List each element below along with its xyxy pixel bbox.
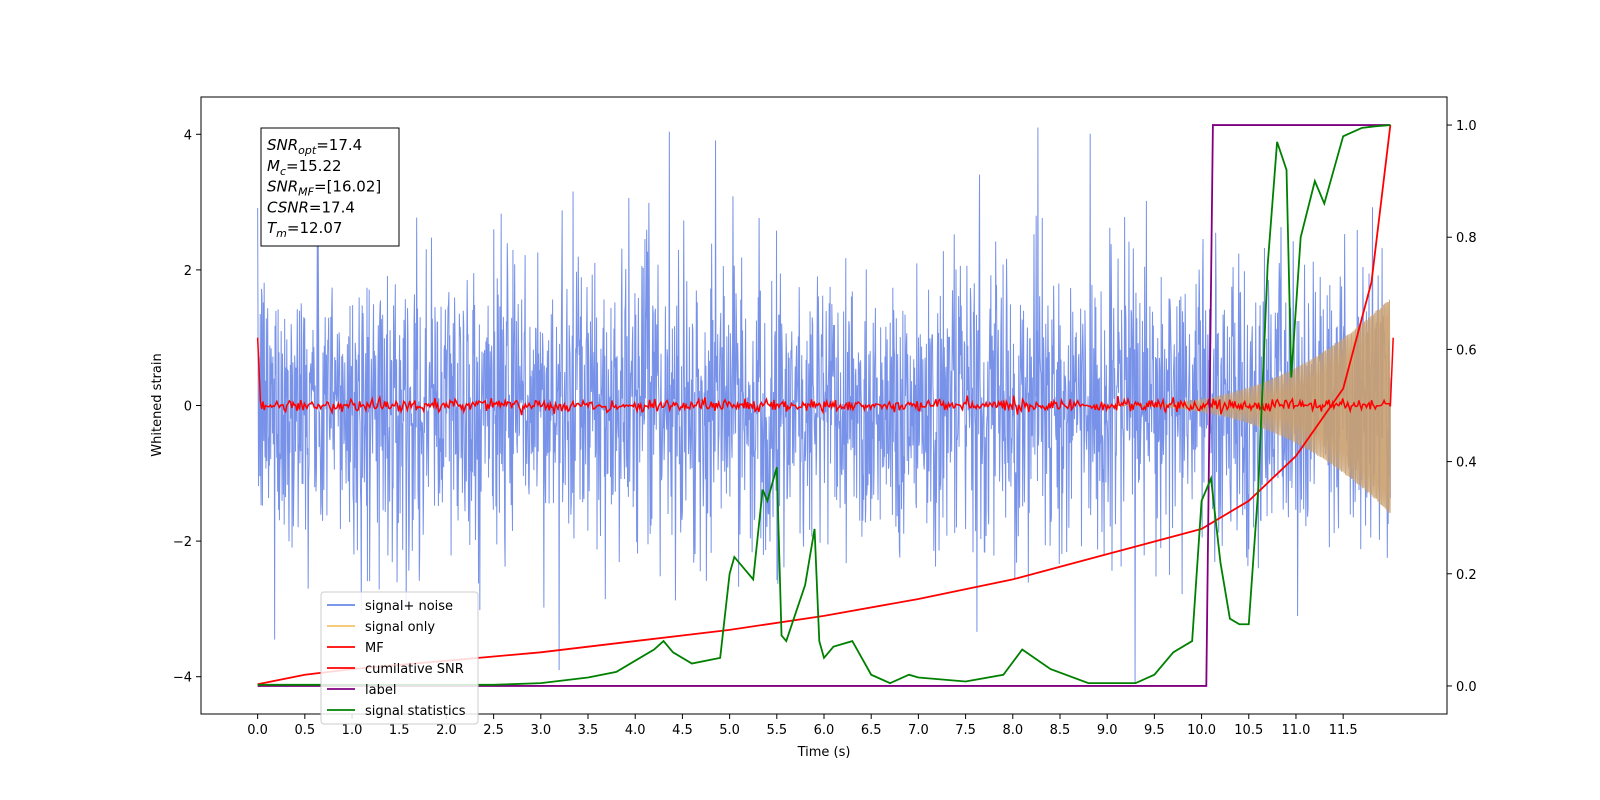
annotation-line: Mc=15.22	[267, 157, 342, 178]
y-left-tick-label: 0	[184, 400, 192, 415]
stats-annotation-box: SNRopt=17.4Mc=15.22SNRMF=[16.02]CSNR=17.…	[260, 127, 400, 247]
legend-label-signal-noise: signal+ noise	[365, 599, 453, 614]
x-tick-label: 3.5	[578, 723, 599, 738]
y-axis-label: Whitened strain	[150, 353, 165, 456]
legend-frame	[320, 591, 479, 725]
x-tick-label: 4.0	[625, 723, 646, 738]
y-right-tick-label: 1.0	[1456, 119, 1477, 134]
y-left-tick-label: 4	[184, 128, 192, 143]
y-right-tick-label: 0.8	[1456, 231, 1477, 246]
y-right-tick-label: 0.0	[1456, 680, 1477, 695]
x-tick-label: 11.0	[1281, 723, 1310, 738]
x-tick-label: 2.5	[483, 723, 504, 738]
x-tick-label: 0.0	[247, 723, 268, 738]
x-tick-label: 1.5	[389, 723, 410, 738]
x-tick-label: 10.5	[1234, 723, 1263, 738]
annotation-box-frame	[260, 127, 400, 247]
annotation-line: SNRopt=17.4	[267, 136, 362, 157]
legend-label-mf: MF	[365, 641, 384, 656]
x-tick-label: 9.5	[1144, 723, 1165, 738]
x-tick-label: 10.0	[1187, 723, 1216, 738]
y-left-tick-label: −2	[173, 535, 192, 550]
y-right-tick-label: 0.2	[1456, 568, 1477, 583]
legend-label-cumilative-snr: cumilative SNR	[365, 662, 464, 677]
x-tick-label: 2.0	[436, 723, 457, 738]
series-mf	[256, 337, 1394, 416]
y-left-tick-label: −4	[173, 671, 192, 686]
y-right-tick-label: 0.4	[1456, 456, 1477, 471]
x-axis-label: Time (s)	[797, 745, 851, 760]
annotation-line: SNRMF=[16.02]	[267, 178, 381, 199]
x-tick-label: 8.0	[1002, 723, 1023, 738]
x-tick-label: 4.5	[672, 723, 693, 738]
annotation-line: Tm=12.07	[267, 219, 342, 240]
series-signal-statistics	[257, 124, 1391, 686]
x-tick-label: 1.0	[342, 723, 363, 738]
x-tick-label: 6.5	[861, 723, 882, 738]
x-tick-label: 3.0	[530, 723, 551, 738]
x-tick-label: 9.0	[1097, 723, 1118, 738]
legend-label-signal-statistics: signal statistics	[365, 704, 466, 719]
y-axis-left: 4 2 0 −2 −4	[173, 128, 201, 686]
series-label	[257, 124, 1391, 687]
x-tick-label: 5.0	[719, 723, 740, 738]
x-tick-label: 11.5	[1329, 723, 1358, 738]
x-tick-label: 8.5	[1050, 723, 1071, 738]
x-axis: 0.0 0.5 1.0 1.5 2.0 2.5 3.0 3.5 4.0 4.5 5.0 5.5 6.0 6…	[247, 714, 1358, 738]
legend: signal+ noise signal only MF cumilative SNR…	[320, 591, 479, 725]
legend-label-signal-only: signal only	[365, 620, 435, 635]
annotation-line: CSNR=17.4	[267, 198, 355, 216]
legend-label-label: label	[365, 683, 396, 698]
x-tick-label: 7.5	[955, 723, 976, 738]
x-tick-label: 5.5	[766, 723, 787, 738]
y-left-tick-label: 2	[184, 264, 192, 279]
y-right-tick-label: 0.6	[1456, 343, 1477, 358]
y-axis-right: 1.0 0.8 0.6 0.4 0.2 0.0	[1447, 119, 1477, 695]
x-tick-label: 7.0	[908, 723, 929, 738]
x-tick-label: 6.0	[814, 723, 835, 738]
x-tick-label: 0.5	[294, 723, 315, 738]
